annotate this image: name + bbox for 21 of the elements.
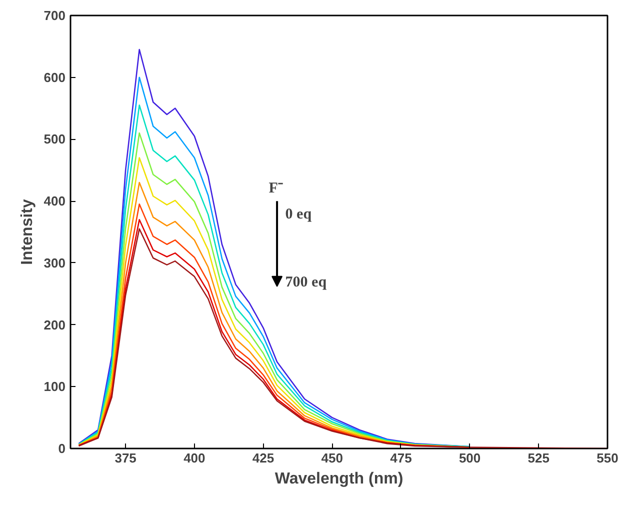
x-tick-label: 475 — [390, 450, 412, 466]
y-tick-label: 700 — [44, 8, 66, 23]
y-tick-label: 500 — [44, 132, 66, 147]
x-tick-label: 550 — [596, 450, 618, 466]
y-tick-label: 200 — [44, 317, 66, 332]
x-tick-label: 375 — [114, 450, 136, 466]
annotation: 0 eq — [285, 206, 312, 223]
y-tick-label: 400 — [44, 194, 66, 209]
x-tick-label: 400 — [184, 450, 206, 466]
annotation: 700 eq — [285, 274, 328, 291]
x-tick-label: 425 — [252, 450, 274, 466]
x-tick-label: 450 — [321, 450, 343, 466]
x-tick-label: 525 — [528, 450, 550, 466]
y-tick-label: 300 — [44, 255, 66, 270]
x-tick-label: 500 — [458, 450, 481, 466]
y-axis-title: Intensity — [18, 199, 36, 265]
x-axis-title: Wavelength (nm) — [274, 470, 404, 488]
y-tick-label: 600 — [44, 70, 66, 85]
y-tick-label: 100 — [44, 379, 66, 394]
y-tick-label: 0 — [58, 441, 66, 456]
annotation: F⁻ — [268, 180, 283, 197]
